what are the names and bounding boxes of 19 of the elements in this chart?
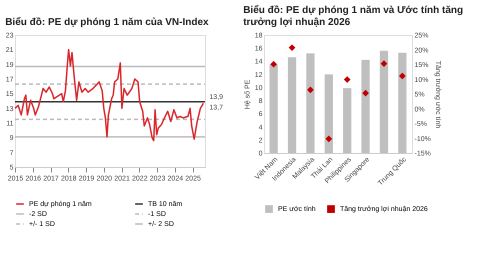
point bbox=[398, 72, 406, 80]
point bbox=[380, 60, 388, 67]
point bbox=[344, 76, 351, 83]
bar bbox=[343, 88, 352, 153]
bar bbox=[361, 60, 370, 153]
point bbox=[362, 90, 369, 96]
point bbox=[325, 135, 332, 142]
point bbox=[288, 44, 296, 52]
point bbox=[307, 86, 314, 94]
bar bbox=[288, 57, 296, 153]
line-series bbox=[14, 48, 204, 142]
bar bbox=[270, 64, 278, 153]
bar bbox=[380, 50, 388, 153]
chart-title: Biểu đồ: PE dự phóng 1 năm của VN-Index bbox=[5, 16, 210, 28]
point bbox=[270, 60, 278, 68]
bar bbox=[324, 74, 333, 153]
bar bbox=[306, 53, 315, 153]
bar bbox=[398, 52, 406, 153]
chart-title: Biểu đồ: PE dự phóng 1 năm và Ước tính tăng trưởng lợi nhuận 2026 bbox=[243, 4, 464, 28]
